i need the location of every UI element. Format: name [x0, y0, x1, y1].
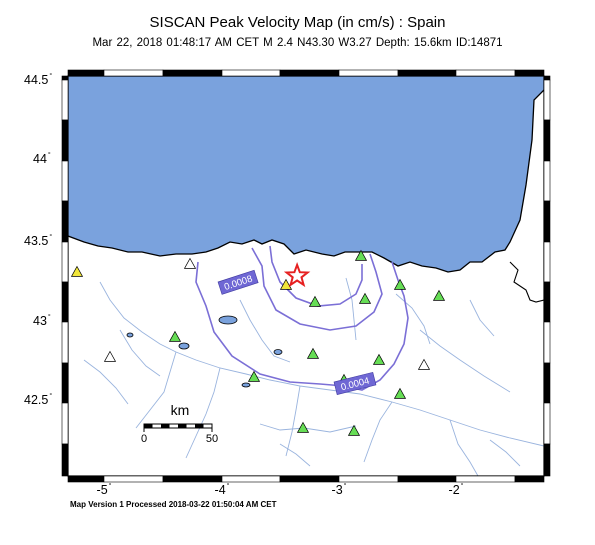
frame-tick-segment	[61, 281, 69, 323]
frame-tick-segment	[397, 475, 457, 483]
scale-unit: km	[171, 402, 190, 418]
lon-label: -4°	[214, 483, 230, 497]
lat-label: 44.5°	[24, 73, 53, 87]
lon-label: -2°	[448, 483, 464, 497]
station-layer	[70, 249, 446, 436]
station-green-triangle	[372, 353, 386, 365]
frame-tick-segment	[61, 443, 69, 477]
station-yellow-triangle	[279, 278, 293, 290]
station-green-triangle	[354, 249, 368, 261]
station-green-triangle	[296, 421, 310, 433]
lat-label: 44°	[33, 152, 51, 166]
sea-area	[68, 76, 544, 272]
frame-tick-segment	[61, 119, 69, 162]
frame-tick-segment	[543, 241, 551, 283]
contour-label-text: 0.0008	[223, 274, 254, 293]
station-green-triangle	[306, 347, 320, 359]
station-white-triangle	[183, 257, 197, 269]
contour-label-0.0004: 0.0004	[333, 371, 377, 395]
frame-tick-bars	[61, 69, 551, 483]
coastline	[68, 89, 544, 273]
contour-0.0008	[251, 247, 383, 331]
map-title: SISCAN Peak Velocity Map (in cm/s) : Spa…	[149, 14, 446, 31]
frame-tick-segment	[61, 75, 69, 81]
frame-tick-segment	[543, 402, 551, 445]
frame-tick-segment	[543, 362, 551, 404]
frame-tick-segment	[543, 119, 551, 162]
station-yellow-triangle	[70, 265, 84, 277]
contour-label-0.0008: 0.0008	[217, 269, 259, 295]
frame-tick-segment	[338, 475, 399, 483]
station-green-triangle	[347, 424, 361, 436]
frame-tick-segment	[543, 443, 551, 477]
frame-tick-segment	[543, 281, 551, 323]
frame-tick-segment	[455, 69, 516, 77]
scale-min: 0	[141, 433, 147, 445]
scale-max: 50	[206, 433, 218, 445]
frame-tick-segment	[338, 69, 399, 77]
frame-tick-segment	[162, 69, 223, 77]
frame-tick-segment	[61, 402, 69, 445]
frame-tick-segment	[61, 321, 69, 364]
lat-label: 42.5°	[24, 393, 53, 407]
frame-tick-segment	[279, 69, 340, 77]
lat-label: 43°	[33, 314, 51, 328]
lon-label: -5°	[96, 483, 112, 497]
frame-tick-segment	[67, 475, 105, 483]
station-green-triangle	[393, 387, 407, 399]
frame-tick-segment	[543, 321, 551, 364]
frame-tick-segment	[61, 79, 69, 121]
frame-tick-segment	[61, 160, 69, 202]
event-subtitle: Mar 22, 2018 01:48:17 AM CET M 2.4 N43.3…	[92, 37, 503, 49]
frame-tick-segment	[514, 475, 545, 483]
frame-tick-segment	[279, 475, 340, 483]
map-footer: Map Version 1 Processed 2018-03-22 01:50…	[70, 500, 277, 509]
frame-tick-segment	[397, 69, 457, 77]
contour-0.0008-inner	[269, 245, 363, 307]
station-green-triangle	[358, 292, 372, 304]
lon-label: -3°	[331, 483, 347, 497]
station-green-triangle	[432, 289, 446, 301]
frame-tick-segment	[221, 69, 281, 77]
station-green-triangle	[308, 295, 322, 307]
frame-tick-segment	[543, 79, 551, 121]
lakes	[126, 315, 283, 388]
station-green-triangle	[168, 330, 182, 342]
frame-tick-segment	[103, 475, 164, 483]
frame-tick-segment	[455, 475, 516, 483]
frame-tick-segment	[162, 475, 223, 483]
frame-tick-segment	[61, 241, 69, 283]
frame-tick-segment	[67, 69, 105, 77]
frame-tick-segment	[61, 362, 69, 404]
station-green-triangle	[247, 370, 261, 382]
station-white-triangle	[417, 358, 431, 370]
epicenter-star	[283, 262, 311, 288]
frame-tick-segment	[514, 69, 545, 77]
frame-tick-segment	[543, 75, 551, 81]
lat-label: 43.5°	[24, 234, 53, 248]
frame-tick-segment	[103, 69, 164, 77]
frame-tick-segment	[543, 160, 551, 202]
rivers	[83, 277, 544, 476]
station-green-triangle	[393, 278, 407, 290]
station-white-triangle	[103, 350, 117, 362]
frame-tick-segment	[221, 475, 281, 483]
scale-bar: km 0 50	[141, 402, 218, 445]
frame-tick-segment	[61, 200, 69, 243]
frame-tick-segment	[543, 200, 551, 243]
border-line	[509, 261, 544, 303]
